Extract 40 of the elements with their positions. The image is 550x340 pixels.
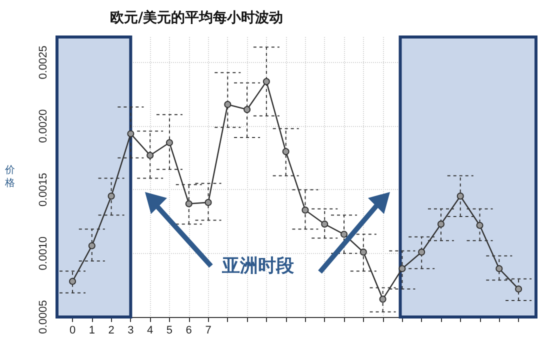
- point: [88, 242, 96, 250]
- point: [262, 78, 270, 86]
- point: [185, 200, 192, 208]
- point: [321, 220, 328, 228]
- point: [204, 198, 212, 206]
- annotation: 亚洲时段: [221, 256, 295, 276]
- y-tick-label: 0.0015: [38, 172, 50, 207]
- chart-title: 欧元/美元的平均每小时波动: [110, 9, 284, 26]
- point: [398, 265, 406, 272]
- point: [146, 152, 154, 159]
- x-tick-label: 2: [108, 324, 114, 336]
- point: [224, 100, 232, 108]
- point: [379, 296, 386, 303]
- y-axis-title: 价格: [4, 164, 15, 189]
- point: [166, 139, 173, 146]
- y-tick-label: 0.0005: [38, 300, 50, 334]
- point: [108, 192, 115, 200]
- point: [340, 230, 348, 238]
- point: [515, 286, 522, 292]
- point: [302, 206, 309, 214]
- y-tick-label: 0.0020: [38, 109, 50, 143]
- point: [437, 220, 444, 228]
- x-tick-label: 6: [186, 324, 192, 336]
- x-tick-label: 0: [69, 324, 76, 336]
- point: [476, 222, 484, 229]
- point: [418, 248, 426, 256]
- point: [496, 265, 503, 272]
- point: [127, 130, 134, 138]
- point: [244, 106, 251, 114]
- x-tick-label: 1: [88, 324, 95, 336]
- x-tick-label: 4: [147, 324, 154, 336]
- point: [360, 248, 367, 256]
- y-tick-label: 0.0010: [38, 236, 50, 270]
- point: [69, 278, 76, 285]
- y-tick-label: 0.0025: [38, 46, 50, 80]
- x-tick-label: 7: [205, 324, 212, 336]
- x-tick-label: 5: [166, 324, 173, 336]
- x-tick-label: 3: [128, 324, 134, 336]
- point: [282, 148, 290, 156]
- point: [456, 192, 464, 200]
